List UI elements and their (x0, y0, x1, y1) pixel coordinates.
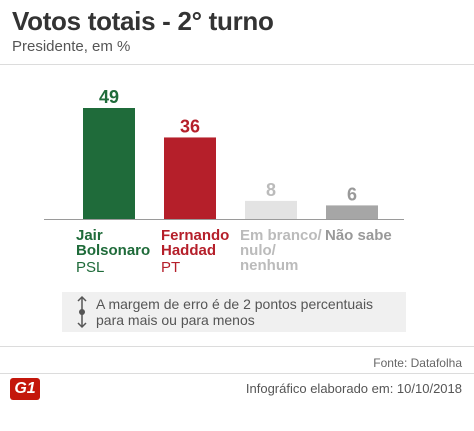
error-margin-text: A margem de erro é de 2 pontos percentua… (96, 296, 374, 328)
footer-divider-1 (0, 346, 474, 347)
source-text: Fonte: Datafolha (373, 356, 462, 370)
g1-logo: G1 (10, 378, 40, 400)
label-bolsonaro: Jair Bolsonaro (76, 228, 150, 258)
bar-haddad (164, 137, 216, 219)
bar-chart: 49 36 8 6 (44, 87, 404, 220)
label-branco-line1: Em branco/ (240, 227, 322, 244)
value-label-bolsonaro: 49 (99, 87, 119, 107)
label-haddad-line1: Fernando (161, 227, 230, 244)
label-haddad: Fernando Haddad (161, 228, 229, 258)
label-naosabe: Não sabe (325, 228, 392, 243)
label-branco-line2: nulo/ (240, 242, 276, 259)
value-label-branco: 8 (266, 180, 276, 200)
bar-branco (245, 200, 297, 219)
label-branco: Em branco/ nulo/ nenhum (240, 228, 322, 273)
chart-subtitle: Presidente, em % (12, 38, 131, 55)
chart-title: Votos totais - 2° turno (12, 6, 274, 36)
label-bolsonaro-line1: Jair (76, 227, 103, 244)
error-margin-icon (77, 295, 87, 329)
bar-naosabe (326, 205, 378, 219)
bar-bolsonaro (83, 108, 135, 219)
value-label-haddad: 36 (180, 116, 200, 136)
label-branco-line3: nenhum (240, 257, 299, 274)
top-divider (0, 64, 474, 65)
credit-text: Infográfico elaborado em: 10/10/2018 (245, 381, 462, 396)
label-haddad-line2: Haddad (161, 242, 217, 259)
error-margin-note: A margem de erro é de 2 pontos percentua… (62, 292, 406, 332)
value-label-naosabe: 6 (347, 184, 357, 204)
label-naosabe-line1: Não sabe (325, 227, 392, 244)
party-psl: PSL (76, 259, 105, 276)
party-pt: PT (161, 259, 181, 276)
footer-divider-2 (0, 373, 474, 374)
label-bolsonaro-line2: Bolsonaro (76, 242, 151, 259)
